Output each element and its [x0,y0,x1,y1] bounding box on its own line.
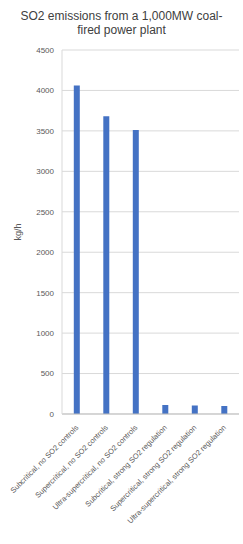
svg-text:Ultra-supercritical, strong SO: Ultra-supercritical, strong SO2 regulati… [126,423,228,525]
svg-text:3000: 3000 [36,167,54,176]
svg-text:Subcritical, no SO2 controls: Subcritical, no SO2 controls [8,423,81,495]
svg-text:0: 0 [50,410,55,419]
svg-text:Supercritical, strong SO2 regu: Supercritical, strong SO2 regulation [108,423,199,514]
svg-text:Subcritical, strong SO2 regula: Subcritical, strong SO2 regulation [83,423,169,509]
svg-text:2000: 2000 [36,248,54,257]
html-text:SO2 emissions from a 1,000MW c: SO2 emissions from a 1,000MW coal-fired … [20,9,223,37]
svg-text:kg/h: kg/h [13,223,23,240]
svg-text:4500: 4500 [36,46,54,55]
svg-text:4000: 4000 [36,86,54,95]
svg-text:1500: 1500 [36,289,54,298]
svg-text:2500: 2500 [36,208,54,217]
svg-text:1000: 1000 [36,329,54,338]
svg-text:3500: 3500 [36,127,54,136]
svg-text:500: 500 [41,369,55,378]
svg-text:Ultra-supercritical, no SO2 co: Ultra-supercritical, no SO2 controls [50,423,140,512]
svg-text:Supercritical, no SO2 controls: Supercritical, no SO2 controls [33,423,110,500]
